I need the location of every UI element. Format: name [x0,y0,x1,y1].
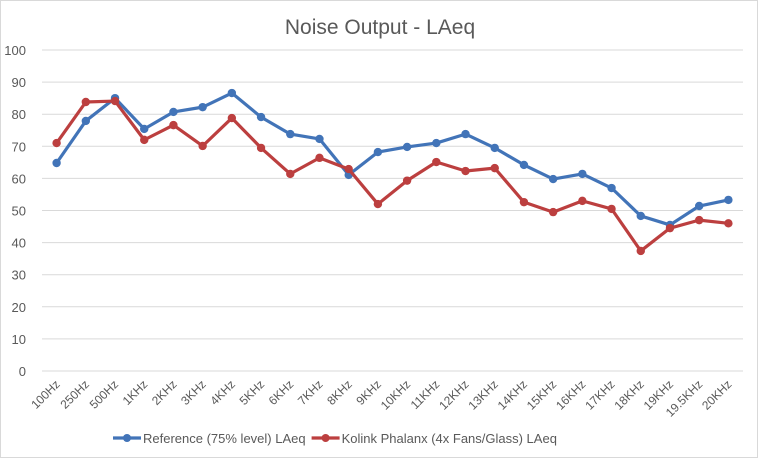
legend-item[interactable]: Kolink Phalanx (4x Fans/Glass) LAeq [311,431,557,446]
gridlines [42,49,743,372]
data-point[interactable] [52,158,61,168]
x-tick-label: 20KHz [699,377,734,412]
data-point[interactable] [578,196,587,206]
data-point[interactable] [694,215,704,225]
x-tick-label: 18KHz [612,377,647,412]
series-layer [52,88,733,256]
x-tick-label: 7KHz [295,377,326,408]
x-tick-label: 17KHz [582,377,617,412]
x-tick-label: 250Hz [58,377,92,411]
data-point[interactable] [490,143,499,153]
y-tick-label: 30 [12,268,26,283]
series-line [55,91,729,227]
x-tick-label: 6KHz [266,377,297,408]
y-tick-label: 50 [12,204,26,219]
x-tick-label: 15KHz [524,377,559,412]
legend: Reference (75% level) LAeq Kolink Phalanx… [113,431,557,446]
x-tick-label: 10KHz [378,377,413,412]
x-tick-label: 12KHz [436,377,471,412]
series-kolink-phalanx [52,96,733,256]
data-point[interactable] [315,134,324,144]
x-tick-label: 1KHz [120,377,151,408]
data-point[interactable] [81,97,91,107]
data-point[interactable] [169,107,178,117]
data-point[interactable] [286,129,295,139]
y-tick-label: 40 [12,236,26,251]
x-tick-label: 8KHz [324,377,355,408]
data-point[interactable] [548,174,558,184]
chart-title: Noise Output - LAeq [285,16,475,39]
y-tick-label: 10 [12,332,26,347]
y-tick-label: 80 [12,107,26,122]
y-tick-label: 0 [19,364,26,379]
legend-swatch-marker [123,434,131,442]
data-point[interactable] [519,160,529,170]
y-tick-label: 90 [12,75,26,90]
x-tick-label: 3KHz [178,377,209,408]
data-point[interactable] [373,147,383,157]
x-tick-label: 2KHz [149,377,180,408]
x-tick-label: 14KHz [495,377,530,412]
data-point[interactable] [724,195,733,205]
data-point[interactable] [140,135,149,145]
data-point[interactable] [432,157,441,167]
y-tick-label: 100 [4,43,26,58]
data-point[interactable] [169,120,178,130]
data-point[interactable] [578,169,587,179]
series-reference [52,88,733,230]
data-point[interactable] [373,199,383,209]
data-point[interactable] [227,88,237,98]
data-point[interactable] [81,116,91,126]
legend-swatch-marker [321,434,330,442]
data-point[interactable] [286,169,295,179]
x-axis-ticks: 100Hz250Hz500Hz1KHz2KHz3KHz4KHz5KHz6KHz7… [28,377,734,419]
data-point[interactable] [490,163,499,173]
data-point[interactable] [636,246,645,256]
data-point[interactable] [256,112,266,122]
data-point[interactable] [402,176,412,185]
data-point[interactable] [198,141,207,151]
data-point[interactable] [607,183,616,193]
data-point[interactable] [665,223,675,233]
data-point[interactable] [110,96,120,106]
data-point[interactable] [227,113,237,123]
y-axis-ticks: 0 10 20 30 40 50 60 70 80 90 100 [4,43,26,379]
data-point[interactable] [315,153,324,163]
data-point[interactable] [256,143,266,153]
legend-item[interactable]: Reference (75% level) LAeq [113,431,306,446]
data-point[interactable] [140,124,149,134]
data-point[interactable] [694,201,704,211]
y-tick-label: 60 [12,171,26,186]
data-point[interactable] [636,211,645,221]
x-tick-label: 13KHz [465,377,500,412]
data-point[interactable] [607,204,616,214]
x-tick-label: 100Hz [28,377,62,411]
y-tick-label: 70 [12,139,26,154]
data-point[interactable] [461,166,470,176]
series-line [55,99,729,253]
data-point[interactable] [198,102,207,112]
legend-label: Reference (75% level) LAeq [143,431,306,446]
x-tick-label: 4KHz [207,377,238,408]
legend-label: Kolink Phalanx (4x Fans/Glass) LAeq [342,431,557,446]
y-tick-label: 20 [12,300,26,315]
x-tick-label: 11KHz [408,377,443,412]
x-tick-label: 5KHz [237,377,268,408]
x-tick-label: 500Hz [87,377,121,411]
data-point[interactable] [432,138,441,148]
data-point[interactable] [402,142,412,152]
data-point[interactable] [724,219,733,228]
data-point[interactable] [548,207,558,217]
data-point[interactable] [344,164,353,174]
data-point[interactable] [519,197,529,207]
data-point[interactable] [461,129,470,139]
data-point[interactable] [52,138,61,148]
x-tick-label: 16KHz [553,377,588,412]
